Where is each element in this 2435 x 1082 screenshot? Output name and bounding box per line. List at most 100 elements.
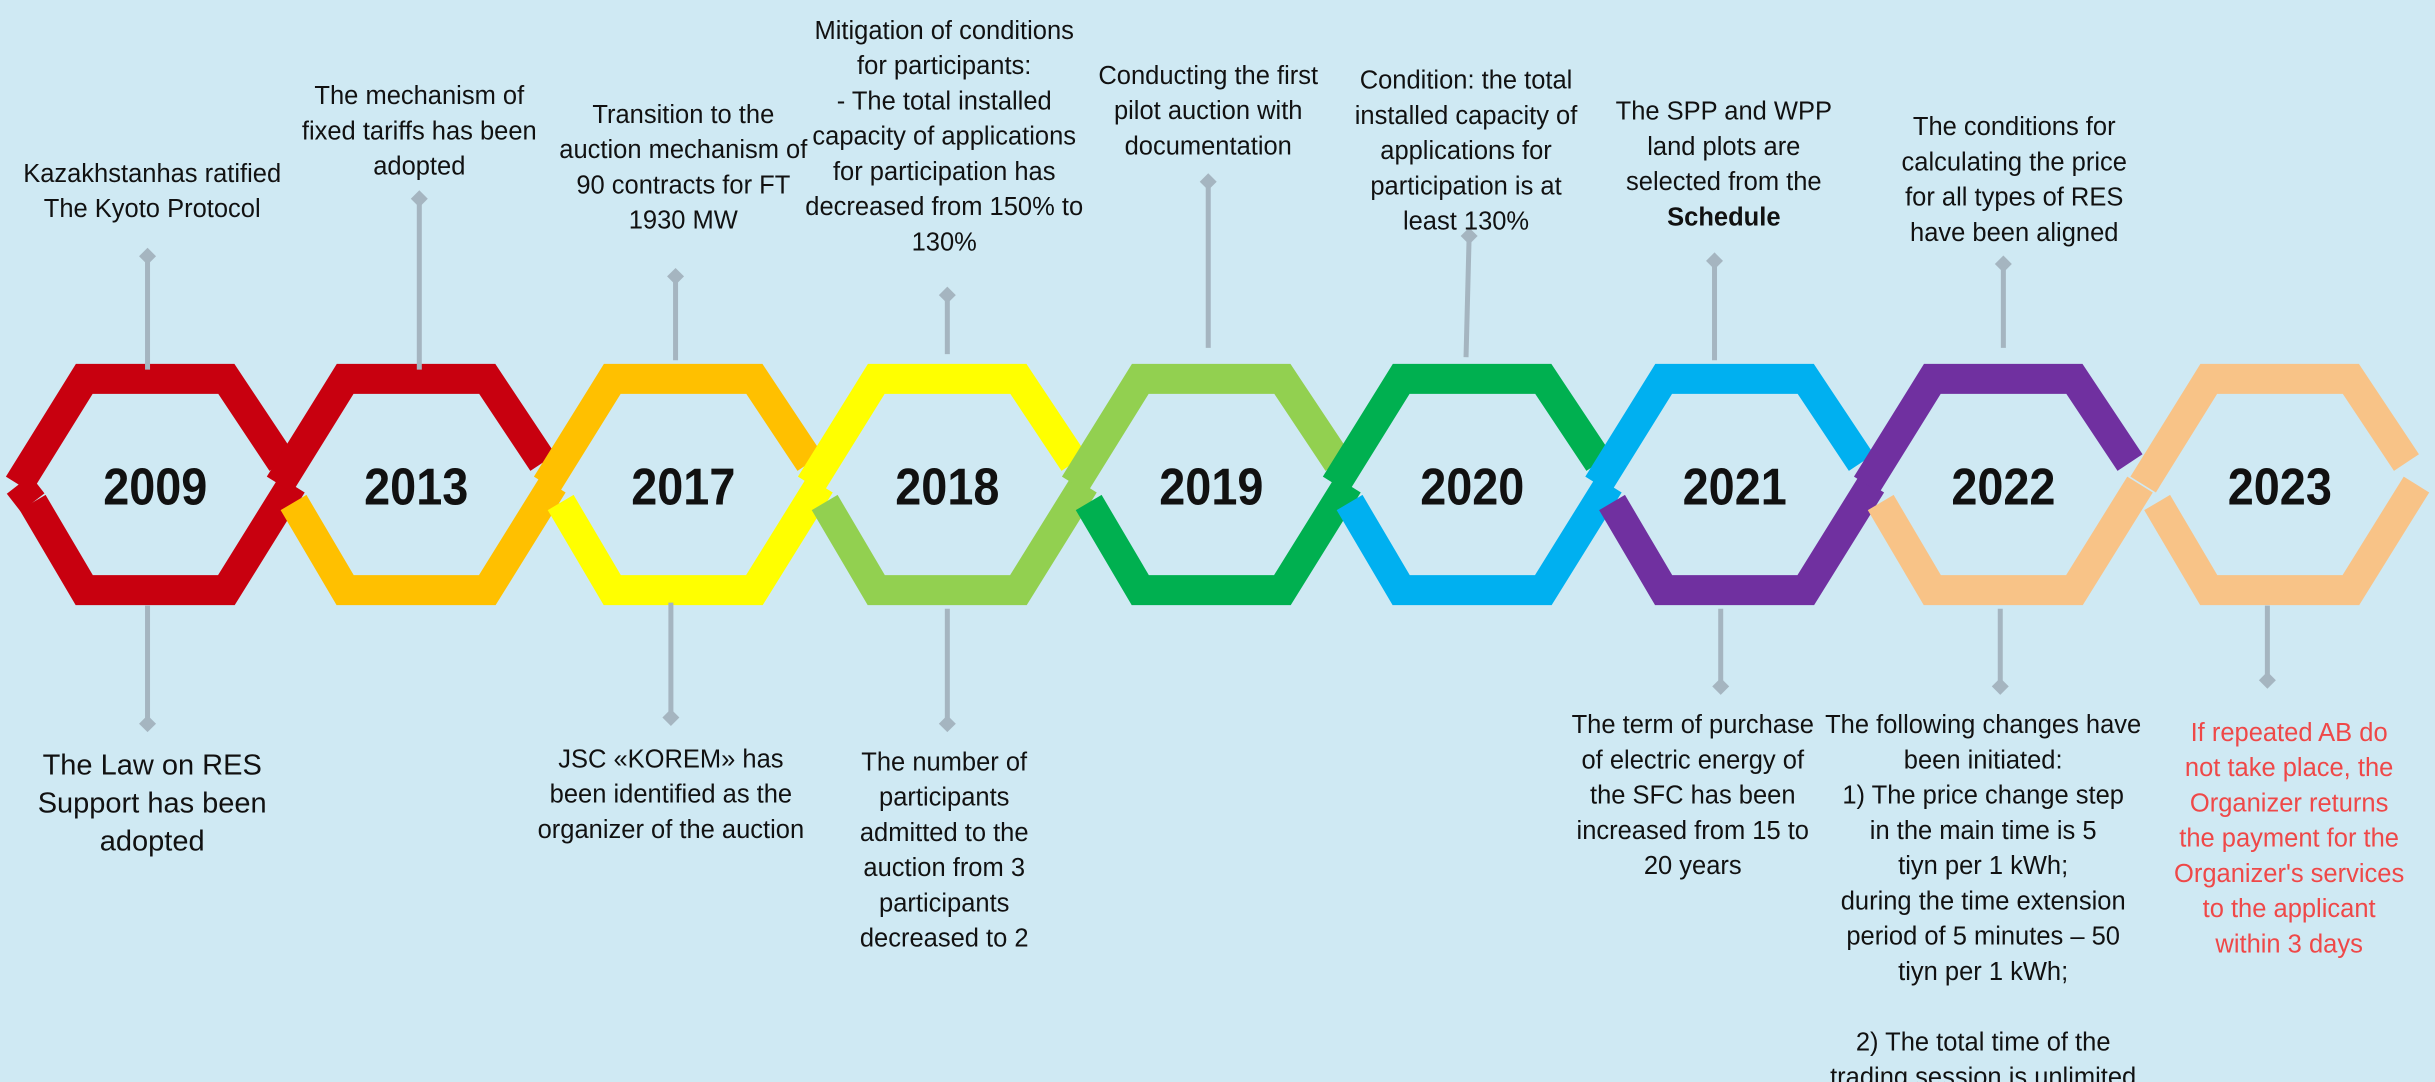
hexagon-bottom bbox=[1867, 476, 2153, 606]
year-label: 2017 bbox=[631, 458, 735, 516]
hexagon-top bbox=[2130, 363, 2419, 493]
connector-end bbox=[938, 715, 956, 733]
note-text: within 3 days bbox=[2214, 930, 2362, 958]
event-text: been identified as the bbox=[550, 781, 792, 809]
connector-end bbox=[1706, 252, 1723, 270]
event-text: admitted to the bbox=[860, 819, 1029, 847]
event-text: The mechanism of bbox=[314, 82, 525, 110]
note-text: If repeated AB do bbox=[2191, 719, 2388, 747]
event-text: 1930 MW bbox=[629, 207, 738, 235]
year-label: 2020 bbox=[1420, 458, 1524, 516]
event-text: period of 5 minutes – 50 bbox=[1846, 923, 2120, 951]
note-text: Organizer's services bbox=[2174, 860, 2404, 888]
connector-end bbox=[1994, 255, 2012, 273]
hexagon-top bbox=[266, 363, 556, 493]
event-text: 20 years bbox=[1644, 852, 1742, 880]
event-text: auction mechanism of bbox=[559, 136, 808, 164]
event-text: of electric energy of bbox=[1582, 746, 1805, 774]
event-text: Kazakhstanhas ratified bbox=[23, 160, 281, 188]
connector-end bbox=[662, 709, 680, 726]
year-label: 2018 bbox=[895, 458, 999, 516]
hexagon-bottom bbox=[1075, 476, 1361, 606]
event-text: the SFC has been bbox=[1590, 782, 1796, 810]
event-text: been initiated: bbox=[1904, 746, 2063, 774]
year-label: 2009 bbox=[103, 458, 207, 516]
event-text: The number of bbox=[861, 748, 1028, 776]
event-text: participants bbox=[879, 784, 1009, 812]
event-text: increased from 15 to bbox=[1577, 817, 1809, 845]
event-text: tiyn per 1 kWh; bbox=[1898, 958, 2068, 986]
event-text: auction from 3 bbox=[863, 854, 1025, 882]
year-label: 2021 bbox=[1683, 458, 1787, 516]
event-text: for all types of RES bbox=[1905, 184, 2123, 212]
event-text: in the main time is 5 bbox=[1870, 817, 2097, 845]
connector-end bbox=[1712, 677, 1730, 695]
event-text: fixed tariffs has been bbox=[302, 117, 537, 145]
event-text: The SPP and WPP bbox=[1616, 98, 1832, 126]
hexagon-top bbox=[5, 363, 295, 493]
hexagon-bottom bbox=[280, 476, 566, 606]
event-text: for participation has bbox=[833, 158, 1056, 186]
event-text: Support has been bbox=[38, 787, 267, 819]
hexagon-top bbox=[1061, 363, 1351, 493]
event-text: trading session is unlimited bbox=[1830, 1064, 2136, 1082]
event-text: for participants: bbox=[857, 52, 1031, 80]
note-text: Organizer returns bbox=[2190, 789, 2388, 817]
connector-end bbox=[139, 715, 157, 733]
event-text: The conditions for bbox=[1913, 113, 2116, 141]
event-text: participation is at bbox=[1370, 172, 1561, 200]
event-text: The Law on RES bbox=[43, 749, 262, 781]
hexagon bbox=[5, 363, 305, 606]
event-text: adopted bbox=[100, 826, 205, 858]
year-label: 2023 bbox=[2228, 458, 2332, 516]
event-text: The following changes have bbox=[1825, 711, 2141, 739]
event-text: decreased to 2 bbox=[860, 925, 1029, 953]
event-text: Schedule bbox=[1667, 203, 1780, 231]
event-text: have been aligned bbox=[1910, 219, 2118, 247]
hexagon-bottom bbox=[2144, 476, 2430, 606]
hexagon-bottom bbox=[19, 476, 305, 606]
note-text: to the applicant bbox=[2203, 895, 2376, 923]
event-text: - The total installed bbox=[837, 87, 1052, 115]
event-text: tiyn per 1 kWh; bbox=[1898, 852, 2068, 880]
connector-end bbox=[139, 247, 157, 265]
event-text: JSC «KOREM» has bbox=[558, 745, 783, 773]
hexagon bbox=[797, 363, 1097, 606]
event-text: decreased from 150% to bbox=[805, 193, 1083, 221]
note-text: not take place, the bbox=[2185, 754, 2393, 782]
event-text: Mitigation of conditions bbox=[815, 17, 1074, 45]
hexagon-top bbox=[797, 363, 1087, 493]
connector-end bbox=[1199, 173, 1217, 191]
connector bbox=[1463, 235, 1472, 358]
event-text: calculating the price bbox=[1902, 148, 2127, 176]
event-text: Transition to the bbox=[592, 101, 774, 129]
hexagon-top bbox=[533, 363, 823, 493]
year-label: 2022 bbox=[1951, 458, 2055, 516]
event-text: during the time extension bbox=[1841, 887, 2126, 915]
hexagon-bottom bbox=[811, 476, 1097, 606]
hexagon-top bbox=[1322, 363, 1612, 493]
event-text: least 130% bbox=[1403, 208, 1529, 236]
connector-end bbox=[2258, 671, 2276, 689]
hexagon bbox=[1585, 363, 1885, 606]
event-text: participants bbox=[879, 889, 1009, 917]
event-text: selected from the bbox=[1626, 168, 1822, 196]
event-text: applications for bbox=[1380, 137, 1552, 165]
event-text: organizer of the auction bbox=[538, 816, 805, 844]
hexagon bbox=[1061, 363, 1361, 606]
connector-end bbox=[938, 286, 956, 304]
event-text: Conducting the first bbox=[1098, 62, 1318, 90]
event-text: 2) The total time of the bbox=[1856, 1028, 2111, 1056]
event-text: adopted bbox=[373, 153, 465, 181]
connector-end bbox=[667, 267, 685, 285]
event-text: The term of purchase bbox=[1572, 711, 1814, 739]
hexagon bbox=[1853, 363, 2153, 606]
hexagon bbox=[533, 363, 833, 606]
hexagon-top bbox=[1585, 363, 1874, 493]
connector-end bbox=[1991, 677, 2009, 695]
event-text: 90 contracts for FT bbox=[576, 171, 790, 199]
note-text: the payment for the bbox=[2179, 825, 2399, 853]
hexagon-top bbox=[1853, 363, 2143, 493]
